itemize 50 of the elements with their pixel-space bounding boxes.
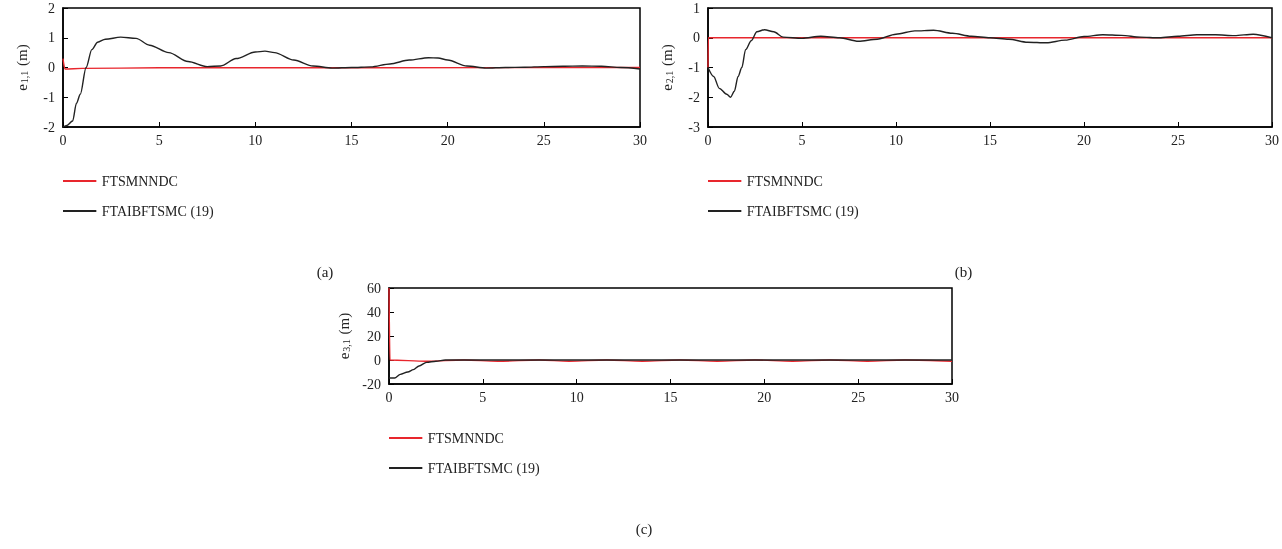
x-tick-label: 20 <box>757 389 772 405</box>
y-axis-title: e1,1 (m) <box>13 44 31 91</box>
y-tick-label: 0 <box>374 352 381 368</box>
x-tick-label: 0 <box>59 132 67 148</box>
x-tick-label: 30 <box>1265 132 1279 148</box>
y-tick-label: 0 <box>48 60 55 75</box>
y-tick-label: 0 <box>693 30 700 46</box>
x-tick-label: 30 <box>633 132 647 148</box>
x-tick-label: 20 <box>440 132 455 148</box>
y-axis-title: e3,1 (m) <box>335 312 353 360</box>
x-tick-label: 5 <box>155 132 163 148</box>
y-tick-label: 20 <box>367 328 381 344</box>
text: (b) <box>954 263 973 281</box>
x-tick-label: 10 <box>889 132 903 148</box>
x-tick-label: 25 <box>536 132 551 148</box>
x-tick-label: 20 <box>1077 132 1091 148</box>
text: (c) <box>635 520 653 538</box>
legend-label: FTAIBFTSMC (19) <box>427 460 541 477</box>
y-tick-label: -20 <box>362 376 381 392</box>
legend-label: FTAIBFTSMC (19) <box>746 203 860 220</box>
x-tick-label: 15 <box>663 389 678 405</box>
text: (a) <box>316 263 334 281</box>
x-tick-label: 10 <box>248 132 263 148</box>
y-axis-title: e2,1 (m) <box>658 44 676 91</box>
x-tick-label: 25 <box>1171 132 1185 148</box>
y-tick-label: 1 <box>48 30 55 46</box>
y-tick-label: -1 <box>43 89 55 105</box>
legend-label: FTAIBFTSMC (19) <box>101 203 215 220</box>
x-tick-label: 10 <box>569 389 584 405</box>
x-tick-label: 15 <box>983 132 997 148</box>
y-tick-label: -1 <box>688 60 700 75</box>
legend-label: FTSMNNDC <box>427 430 504 446</box>
x-tick-label: 25 <box>851 389 866 405</box>
y-tick-label: -3 <box>688 119 700 135</box>
x-tick-label: 0 <box>385 389 393 405</box>
x-tick-label: 0 <box>704 132 712 148</box>
line-series <box>388 359 953 379</box>
x-tick-label: 30 <box>945 389 959 405</box>
y-tick-label: 2 <box>48 0 55 16</box>
y-tick-label: 40 <box>367 304 381 320</box>
legend-label: FTSMNNDC <box>101 173 178 189</box>
y-tick-label: 1 <box>693 0 700 16</box>
x-tick-label: 5 <box>479 389 487 405</box>
y-tick-label: -2 <box>43 119 55 135</box>
line-series <box>707 29 1273 98</box>
legend-label: FTSMNNDC <box>746 173 823 189</box>
x-tick-label: 15 <box>344 132 359 148</box>
x-tick-label: 5 <box>798 132 806 148</box>
y-tick-label: -2 <box>688 89 700 105</box>
y-tick-label: 60 <box>367 280 381 296</box>
